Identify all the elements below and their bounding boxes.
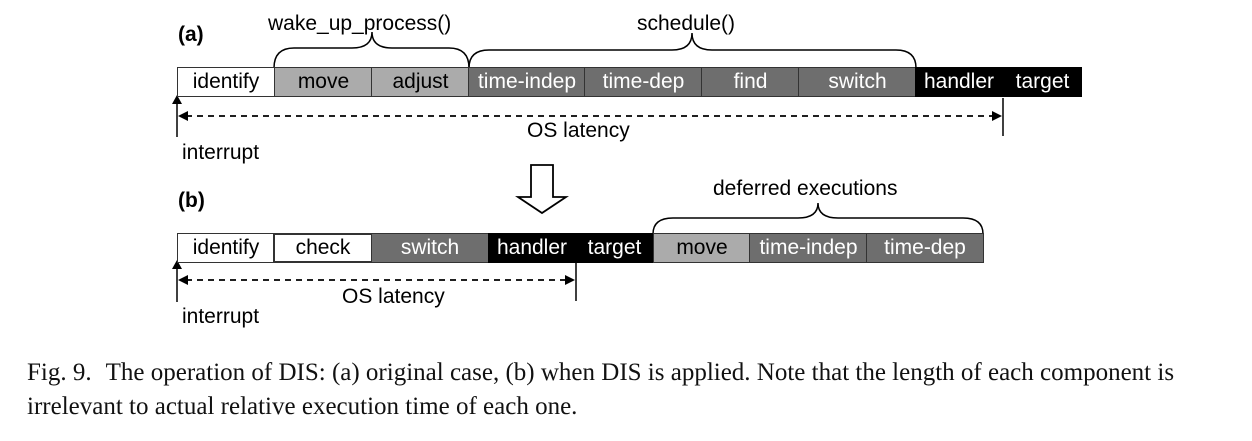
block-a-adjust: adjust [371,67,470,97]
block-a-find: find [701,67,800,97]
block-a-switch: switch [798,67,917,97]
block-b-identify: identify [177,233,275,263]
block-a-time-dep: time-dep [584,67,703,97]
part-b-label: (b) [178,189,205,212]
deferred-executions-label: deferred executions [713,177,898,200]
transition-arrow [515,164,569,215]
brace-deferred [652,202,984,235]
brace-schedule [468,32,917,69]
schedule-label: schedule() [637,12,736,35]
os-latency-a-label: OS latency [527,119,630,142]
wake-up-process-label: wake_up_process() [268,12,452,35]
interrupt-b-label: interrupt [182,305,260,328]
block-a-handler: handler [915,67,1003,97]
block-b-handler: handler [488,233,576,263]
caption-number: Fig. 9. [27,359,92,386]
block-a-time-indep: time-indep [468,67,586,97]
block-b-move: move [653,233,751,263]
block-b-switch: switch [371,233,489,263]
brace-wake-up-process [273,31,470,69]
block-b-check: check [273,233,373,263]
block-b-time-dep: time-dep [866,233,984,263]
caption-text: The operation of DIS: (a) original case,… [27,359,1175,420]
block-b-target: target [576,233,653,263]
os-latency-b-label: OS latency [342,285,445,308]
block-b-time-indep: time-indep [749,233,868,263]
figure-caption: Fig. 9. The operation of DIS: (a) origina… [27,356,1232,424]
part-a-label: (a) [178,23,204,46]
block-a-target: target [1003,67,1082,97]
block-a-move: move [274,67,373,97]
interrupt-a-label: interrupt [182,141,260,164]
block-a-identify: identify [177,67,275,97]
